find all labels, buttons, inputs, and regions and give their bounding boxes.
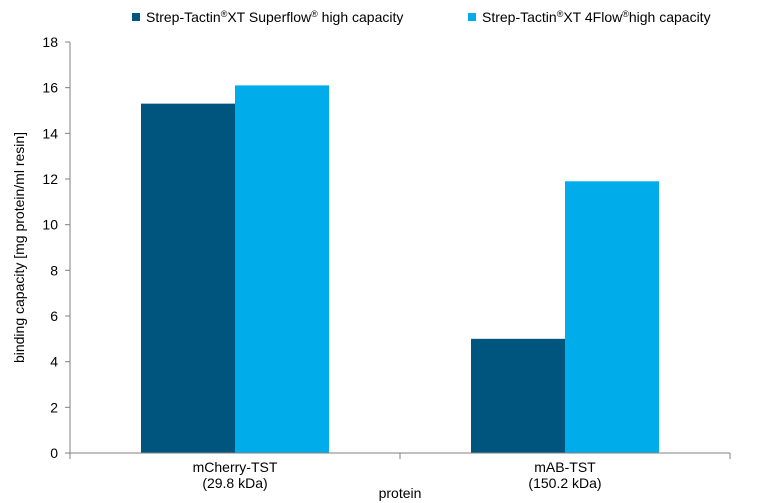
bars — [141, 85, 659, 454]
y-tick-label: 16 — [42, 80, 58, 96]
x-axis-ticks: mCherry-TST(29.8 kDa) mAB-TST(150.2 kDa) — [69, 453, 731, 491]
legend-registered-mark: ® — [311, 9, 318, 19]
legend-label-part: XT 4Flow — [563, 9, 623, 25]
y-tick-label: 12 — [42, 171, 58, 187]
legend: Strep-Tactin®XT Superflow® high capacity… — [132, 9, 711, 25]
y-tick-label: 6 — [50, 308, 58, 324]
x-tick-label: mCherry-TST — [193, 459, 278, 475]
legend-label-part: Strep-Tactin — [482, 9, 557, 25]
x-tick-label: mAB-TST — [534, 459, 596, 475]
y-tick-label: 2 — [50, 399, 58, 415]
legend-label: Strep-Tactin®XT 4Flow®high capacity — [482, 9, 711, 25]
legend-swatch — [468, 13, 476, 21]
bar-4flow-0 — [235, 85, 329, 453]
y-tick-label: 8 — [50, 262, 58, 278]
x-axis-title: protein — [379, 485, 422, 501]
legend-registered-mark: ® — [221, 9, 228, 19]
legend-label-part: high capacity — [629, 9, 711, 25]
y-tick-label: 4 — [50, 354, 58, 370]
legend-registered-mark: ® — [622, 9, 629, 19]
legend-label-part: XT Superflow — [227, 9, 312, 25]
bar-superflow-1 — [471, 338, 565, 453]
bar-superflow-0 — [141, 103, 235, 454]
y-axis-ticks: 0 2 4 6 8 10 12 14 16 18 — [42, 34, 70, 461]
y-tick-label: 10 — [42, 217, 58, 233]
legend-swatch — [132, 13, 140, 21]
y-axis-title: binding capacity [mg protein/ml resin] — [11, 132, 27, 363]
legend-registered-mark: ® — [557, 9, 564, 19]
y-tick-label: 0 — [50, 445, 58, 461]
x-tick-label: (29.8 kDa) — [202, 475, 267, 491]
bar-4flow-1 — [565, 181, 659, 454]
legend-label-part: high capacity — [318, 9, 404, 25]
y-tick-label: 14 — [42, 125, 58, 141]
legend-label: Strep-Tactin®XT Superflow® high capacity — [146, 9, 403, 25]
y-tick-label: 18 — [42, 34, 58, 50]
legend-label-part: Strep-Tactin — [146, 9, 221, 25]
x-tick-label: (150.2 kDa) — [528, 475, 601, 491]
